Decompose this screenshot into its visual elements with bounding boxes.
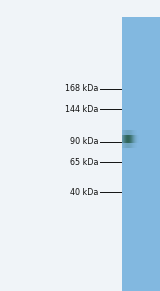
Text: 144 kDa: 144 kDa xyxy=(65,105,98,113)
Text: 65 kDa: 65 kDa xyxy=(70,158,98,166)
Text: 90 kDa: 90 kDa xyxy=(70,137,98,146)
Text: 168 kDa: 168 kDa xyxy=(65,84,98,93)
Bar xyxy=(122,17,160,291)
Text: 40 kDa: 40 kDa xyxy=(70,188,98,196)
